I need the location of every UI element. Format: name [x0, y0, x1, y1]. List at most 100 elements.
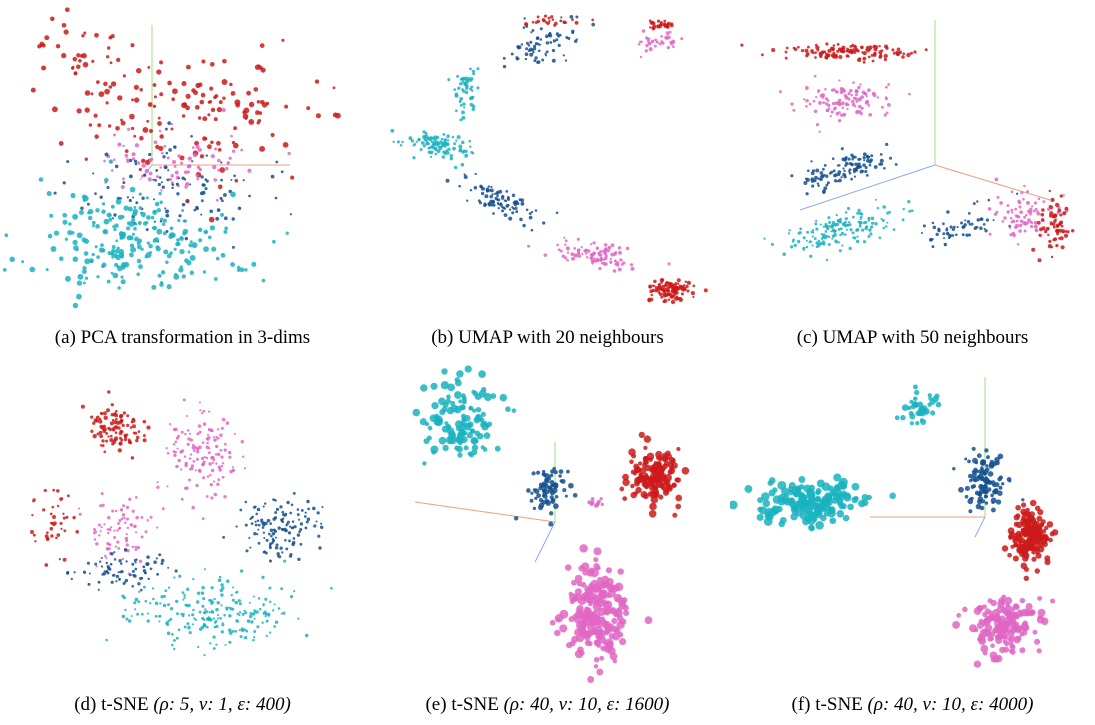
- scatter-point: [575, 15, 579, 19]
- scatter-point: [131, 98, 134, 102]
- cluster-navy: [53, 121, 293, 249]
- scatter-point: [111, 245, 116, 249]
- scatter-point: [459, 404, 466, 411]
- scatter-point: [106, 185, 110, 190]
- scatter-point: [538, 482, 543, 487]
- scatter-point: [548, 20, 551, 23]
- scatter-point: [676, 278, 681, 283]
- scatter-point: [1023, 184, 1026, 188]
- scatter-point: [243, 107, 250, 114]
- scatter-point: [125, 533, 128, 536]
- scatter-point: [234, 630, 237, 633]
- scatter-point: [769, 507, 778, 517]
- scatter-point: [461, 80, 465, 84]
- scatter-point: [823, 186, 828, 191]
- scatter-point: [225, 421, 230, 425]
- scatter-point: [660, 35, 663, 38]
- scatter-point: [878, 50, 883, 55]
- scatter-point: [244, 500, 248, 504]
- scatter-point: [825, 183, 829, 187]
- scatter-point: [1034, 568, 1040, 574]
- scatter-point: [115, 239, 119, 243]
- scatter-point: [534, 496, 538, 501]
- scatter-point: [867, 235, 871, 238]
- scatter-point: [165, 151, 169, 155]
- scatter-point: [833, 107, 837, 111]
- scatter-point: [167, 169, 170, 172]
- scatter-point: [136, 545, 140, 550]
- scatter-point: [967, 498, 974, 505]
- scatter-point: [216, 614, 220, 617]
- scatter-point: [505, 406, 511, 412]
- scatter-point: [969, 624, 977, 633]
- scatter-point: [105, 561, 109, 565]
- scatter-point: [39, 43, 43, 47]
- scatter-point: [209, 642, 212, 645]
- scatter-point: [150, 215, 155, 220]
- scatter-point: [123, 433, 128, 438]
- scatter-point: [1017, 200, 1022, 205]
- scatter-point: [637, 42, 641, 46]
- scatter-point: [844, 157, 848, 161]
- scatter-point: [203, 568, 207, 571]
- scatter-point: [852, 96, 857, 100]
- scatter-point: [831, 157, 835, 160]
- scatter-point: [131, 232, 136, 236]
- scatter-point: [906, 52, 911, 58]
- scatter-point: [238, 614, 241, 617]
- scatter-point: [494, 192, 497, 195]
- scatter-point: [131, 217, 136, 222]
- scatter-point: [630, 483, 635, 489]
- scatter-point: [119, 236, 123, 240]
- scatter-point: [1064, 206, 1069, 211]
- scatter-point: [516, 45, 520, 49]
- scatter-point: [598, 253, 601, 257]
- scatter-point: [656, 19, 661, 23]
- scatter-point: [619, 638, 627, 646]
- scatter-point: [487, 201, 492, 206]
- scatter-point: [180, 497, 184, 501]
- scatter-point: [891, 48, 895, 52]
- scatter-point: [92, 421, 96, 425]
- scatter-point: [62, 212, 68, 218]
- scatter-point: [515, 210, 519, 214]
- scatter-point: [618, 250, 622, 255]
- scatter-point: [984, 501, 989, 505]
- cluster-navy: [502, 14, 596, 69]
- scatter-point: [70, 192, 76, 199]
- scatter-point: [152, 209, 158, 215]
- scatter-point: [217, 184, 223, 190]
- scatter-point: [226, 161, 230, 165]
- scatter-point: [94, 32, 99, 38]
- scatter-point: [204, 178, 208, 181]
- scatter-point: [175, 599, 179, 604]
- scatter-point: [212, 458, 216, 461]
- scatter-point: [173, 453, 177, 457]
- scatter-point: [130, 420, 134, 424]
- scatter-point: [525, 41, 529, 45]
- scatter-point: [676, 286, 681, 291]
- scatter-point: [1015, 521, 1023, 529]
- scatter-point: [564, 59, 568, 62]
- scatter-point: [173, 247, 177, 251]
- scatter-point: [433, 417, 442, 426]
- scatter-point: [459, 96, 464, 101]
- scatter-point: [856, 211, 860, 215]
- scatter-point: [553, 503, 559, 509]
- scatter-point: [1052, 238, 1056, 242]
- scatter-point: [469, 87, 473, 91]
- scatter-point: [454, 92, 459, 97]
- scatter-point: [524, 22, 528, 27]
- scatter-point: [109, 434, 113, 438]
- scatter-point: [95, 542, 99, 546]
- scatter-point: [101, 209, 106, 214]
- scatter-point: [174, 170, 179, 175]
- scatter-point: [949, 225, 953, 229]
- scatter-point: [1048, 204, 1052, 208]
- scatter-point: [856, 57, 862, 63]
- scatter-point: [999, 646, 1006, 654]
- scatter-point: [114, 249, 120, 254]
- scatter-point: [291, 540, 296, 545]
- scatter-point: [536, 493, 542, 499]
- scatter-point: [424, 139, 428, 142]
